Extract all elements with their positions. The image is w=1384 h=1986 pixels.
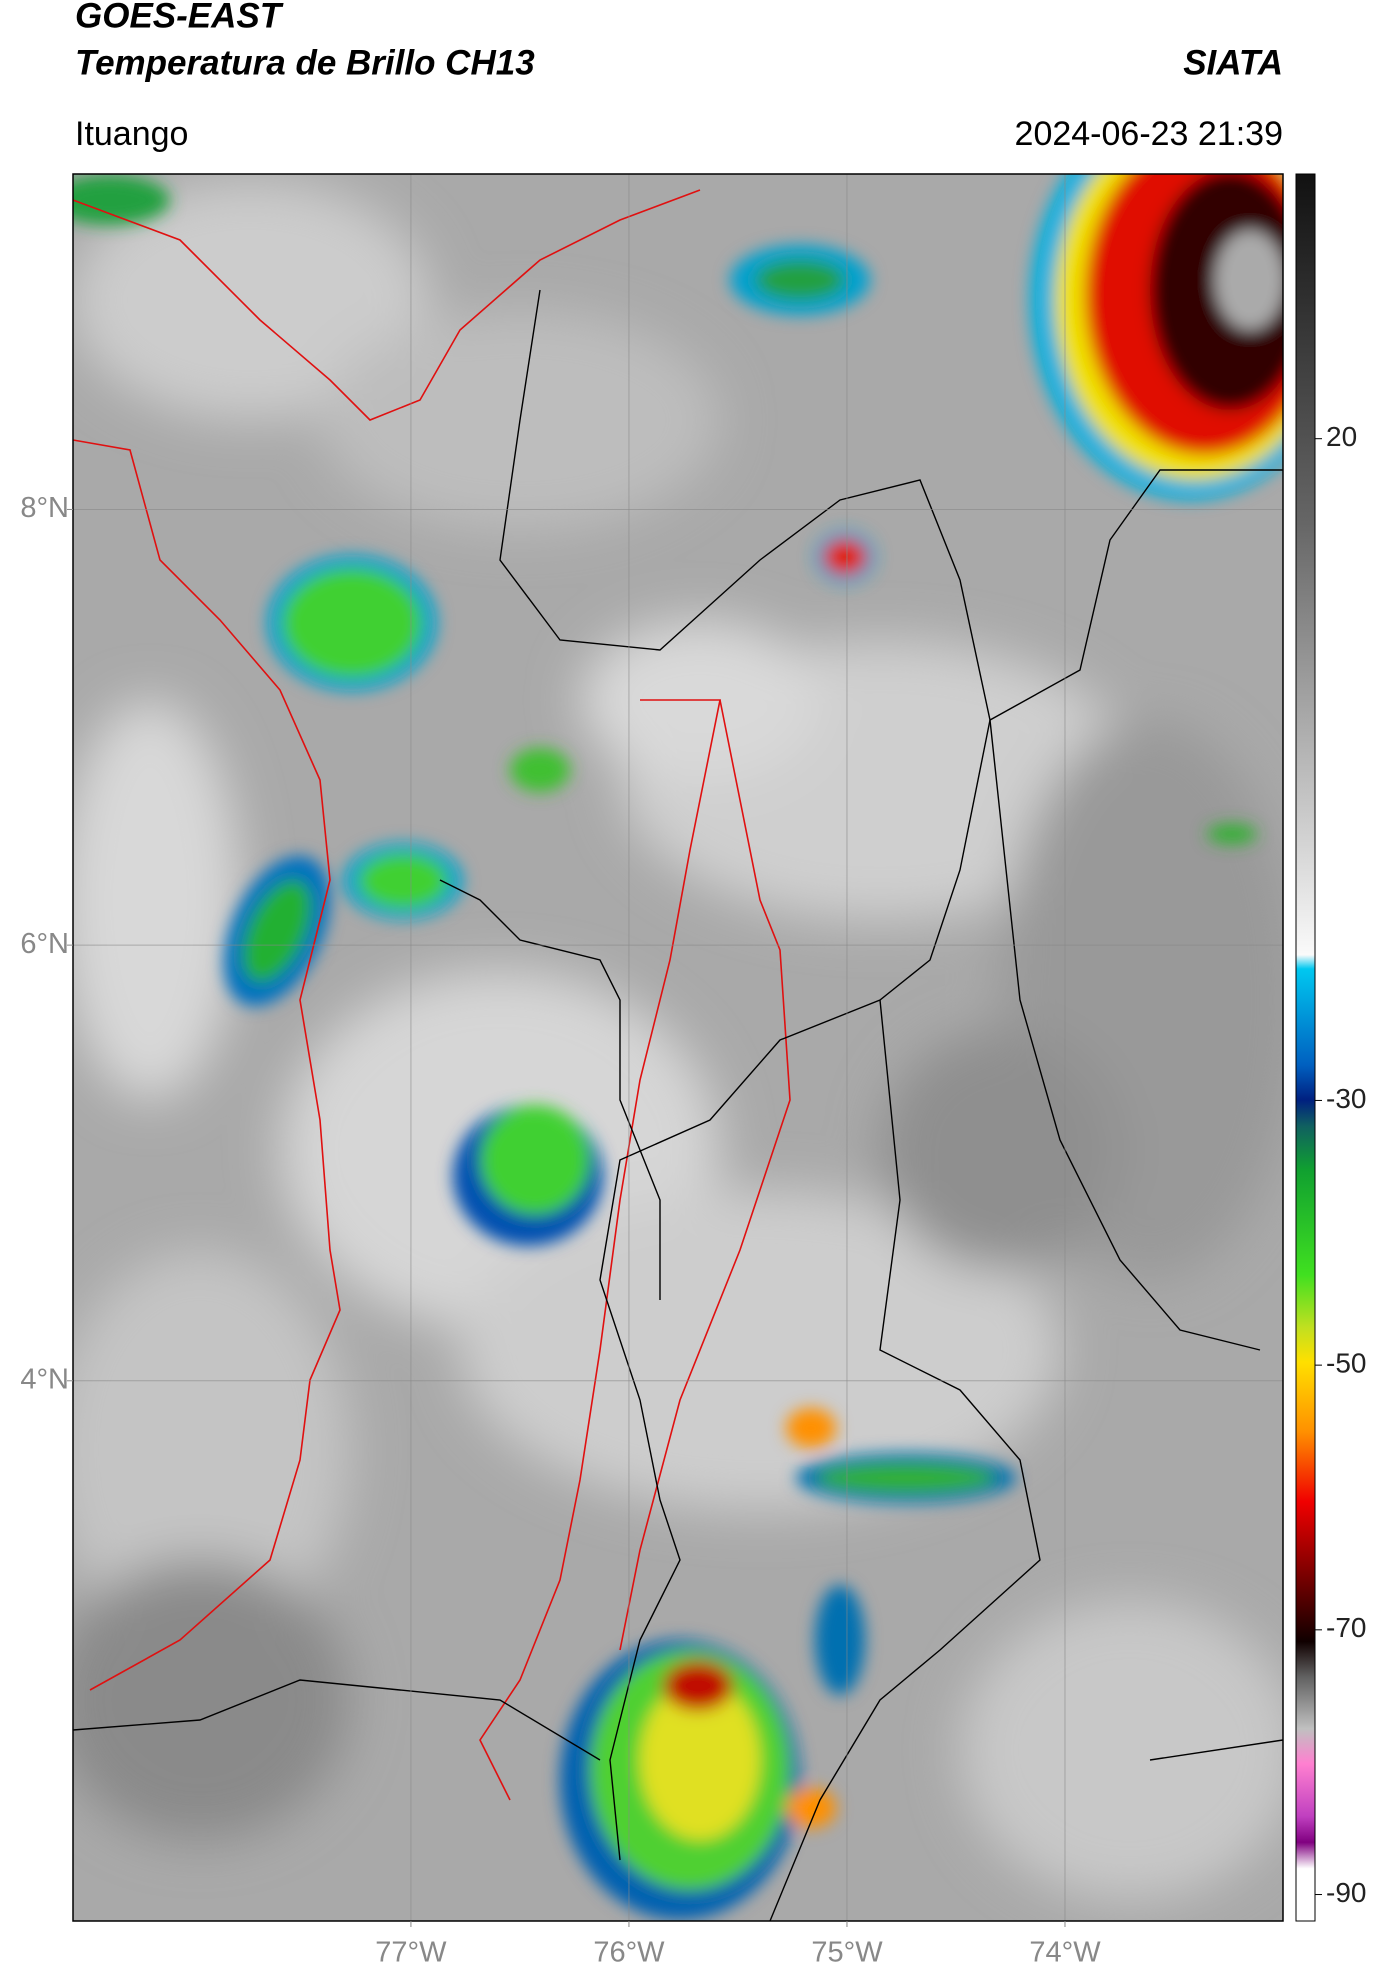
x-tick-label: 77°W bbox=[375, 1937, 447, 1969]
datetime: 2024-06-23 21:39 bbox=[1015, 115, 1283, 153]
subtitle: Temperatura de Brillo CH13 bbox=[75, 43, 535, 82]
colorbar-tick-label: -50 bbox=[1326, 1348, 1366, 1379]
location: Ituango bbox=[75, 115, 188, 153]
satellite-image bbox=[73, 174, 1283, 1921]
x-tick-label: 74°W bbox=[1029, 1937, 1101, 1969]
map-frame bbox=[72, 173, 1284, 1922]
source: SIATA bbox=[1183, 43, 1283, 82]
y-tick-label: 4°N bbox=[20, 1363, 69, 1395]
colorbar-tick-label: -70 bbox=[1326, 1612, 1366, 1643]
y-tick-label: 8°N bbox=[20, 492, 69, 524]
x-tick-label: 75°W bbox=[811, 1937, 883, 1969]
colorbar-tick-label: 20 bbox=[1326, 421, 1357, 452]
colorbar bbox=[1295, 173, 1316, 1922]
colorbar-tick-label: -30 bbox=[1326, 1083, 1366, 1114]
y-tick-label: 6°N bbox=[20, 928, 69, 960]
colorbar-tick-label: -90 bbox=[1326, 1877, 1366, 1908]
x-tick-label: 76°W bbox=[593, 1937, 665, 1969]
title: GOES-EAST bbox=[75, 0, 284, 35]
grid bbox=[73, 174, 1283, 1921]
